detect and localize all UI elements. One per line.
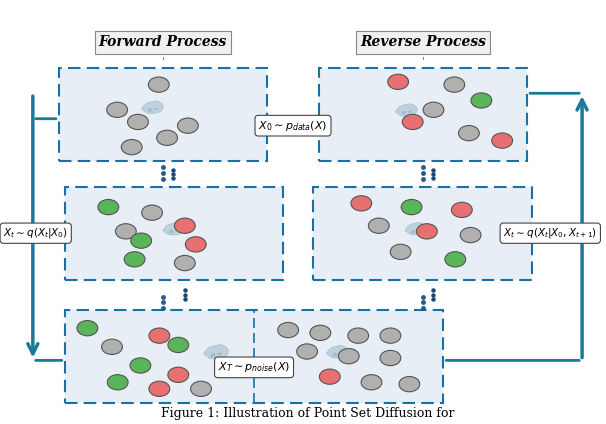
Circle shape — [351, 196, 371, 211]
Circle shape — [444, 77, 465, 92]
Circle shape — [191, 381, 211, 396]
Circle shape — [402, 114, 423, 130]
Polygon shape — [408, 111, 411, 112]
Circle shape — [388, 74, 408, 89]
Circle shape — [148, 77, 169, 92]
FancyBboxPatch shape — [319, 68, 527, 161]
FancyBboxPatch shape — [59, 68, 267, 161]
Circle shape — [423, 102, 444, 117]
Circle shape — [338, 349, 359, 364]
Circle shape — [107, 375, 128, 390]
Polygon shape — [169, 230, 173, 233]
Polygon shape — [141, 101, 164, 114]
Circle shape — [459, 126, 479, 141]
Polygon shape — [148, 109, 152, 112]
Polygon shape — [402, 112, 405, 114]
Polygon shape — [411, 230, 415, 233]
FancyBboxPatch shape — [65, 187, 283, 280]
Circle shape — [168, 367, 188, 382]
Circle shape — [451, 202, 472, 218]
Circle shape — [380, 350, 401, 365]
FancyBboxPatch shape — [313, 187, 532, 280]
Polygon shape — [333, 353, 336, 356]
Circle shape — [115, 224, 136, 239]
Circle shape — [390, 244, 411, 259]
Circle shape — [445, 252, 465, 267]
Text: Forward Process: Forward Process — [99, 35, 227, 50]
Circle shape — [297, 344, 318, 359]
Circle shape — [178, 118, 198, 133]
Circle shape — [130, 358, 151, 373]
Circle shape — [175, 255, 195, 271]
Circle shape — [149, 381, 170, 396]
Circle shape — [361, 375, 382, 390]
Circle shape — [310, 325, 331, 340]
Polygon shape — [405, 223, 427, 235]
Text: $X_T \sim p_{noise}(X)$: $X_T \sim p_{noise}(X)$ — [218, 360, 290, 374]
Circle shape — [131, 233, 152, 248]
Text: $X_t \sim q(X_t|X_0)$: $X_t \sim q(X_t|X_0)$ — [3, 226, 68, 240]
Circle shape — [124, 252, 145, 267]
Circle shape — [175, 218, 195, 233]
Circle shape — [471, 93, 492, 108]
Circle shape — [399, 377, 420, 392]
Text: Figure 1: Illustration of Point Set Diffusion for: Figure 1: Illustration of Point Set Diff… — [161, 407, 454, 420]
FancyBboxPatch shape — [65, 310, 444, 403]
Polygon shape — [326, 346, 348, 358]
Circle shape — [416, 224, 438, 239]
Text: $X_0 \sim p_{data}(X)$: $X_0 \sim p_{data}(X)$ — [258, 119, 328, 133]
Polygon shape — [395, 104, 418, 116]
Polygon shape — [418, 230, 421, 231]
Circle shape — [319, 369, 340, 384]
Text: $X_t \sim q(X_t|X_0, X_{t+1})$: $X_t \sim q(X_t|X_0, X_{t+1})$ — [503, 226, 598, 240]
Polygon shape — [211, 353, 215, 357]
Circle shape — [121, 139, 142, 155]
Text: Reverse Process: Reverse Process — [360, 35, 486, 50]
Circle shape — [149, 328, 170, 343]
Polygon shape — [204, 344, 229, 359]
Polygon shape — [218, 353, 222, 354]
Circle shape — [348, 328, 368, 343]
Circle shape — [157, 130, 178, 145]
Circle shape — [368, 218, 389, 233]
Circle shape — [168, 338, 188, 353]
Circle shape — [127, 114, 148, 130]
Circle shape — [142, 205, 162, 220]
Circle shape — [380, 328, 401, 343]
Circle shape — [492, 133, 513, 148]
Circle shape — [77, 321, 98, 336]
Polygon shape — [339, 353, 342, 354]
Circle shape — [401, 199, 422, 215]
Circle shape — [98, 199, 119, 215]
Circle shape — [278, 322, 299, 338]
Polygon shape — [163, 223, 185, 235]
Circle shape — [460, 227, 481, 243]
Circle shape — [102, 339, 122, 354]
Circle shape — [107, 102, 127, 117]
Polygon shape — [175, 230, 179, 231]
Circle shape — [185, 237, 206, 252]
